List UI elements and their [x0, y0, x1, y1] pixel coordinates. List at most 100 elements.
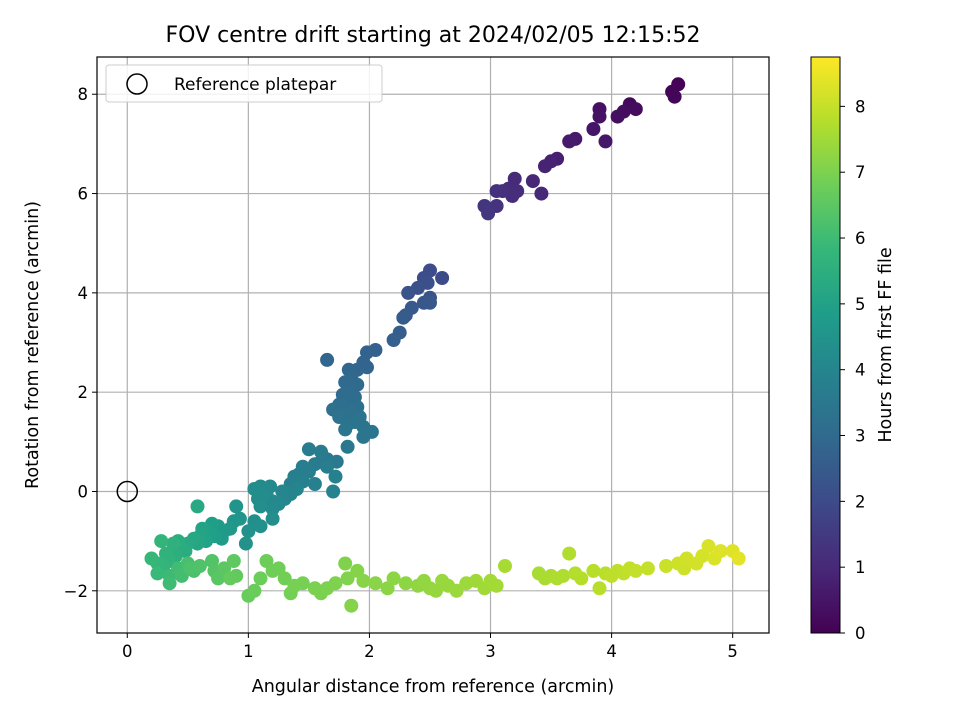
data-point — [386, 571, 401, 586]
data-point — [229, 499, 244, 514]
data-point — [326, 484, 341, 499]
data-point — [265, 501, 280, 516]
data-point — [328, 469, 343, 484]
data-point — [192, 559, 207, 573]
colorbar-tick-label: 7 — [855, 163, 866, 182]
data-point — [144, 551, 159, 566]
data-point — [586, 122, 601, 136]
y-tick-label: −2 — [64, 582, 88, 601]
data-point — [301, 442, 316, 457]
y-tick-label: 4 — [78, 284, 89, 303]
data-point — [449, 583, 464, 598]
data-point — [398, 576, 413, 591]
reference-point — [116, 480, 139, 503]
data-point — [265, 511, 280, 526]
data-point — [338, 556, 353, 571]
x-axis-ticks: 0 1 2 3 4 5 — [122, 633, 738, 661]
data-point — [277, 571, 292, 586]
data-point — [162, 576, 177, 591]
chart-title: FOV centre drift starting at 2024/02/05 … — [166, 23, 701, 48]
data-point — [340, 571, 355, 586]
data-point — [241, 524, 256, 539]
data-point — [328, 576, 343, 591]
data-point — [338, 375, 353, 390]
colorbar-frame — [810, 56, 841, 634]
data-point — [489, 184, 504, 199]
data-point — [190, 499, 205, 514]
legend-marker-icon — [126, 73, 148, 95]
data-point — [628, 563, 643, 578]
colorbar-tick-label: 2 — [855, 492, 866, 511]
data-point — [628, 102, 643, 117]
data-point — [731, 551, 746, 566]
x-tick-label: 5 — [727, 642, 738, 661]
data-point — [538, 159, 552, 174]
data-point — [586, 563, 601, 578]
data-point — [435, 271, 450, 285]
x-tick-label: 2 — [364, 642, 375, 661]
x-tick-label: 4 — [606, 642, 617, 661]
data-point — [350, 563, 365, 578]
y-tick-label: 2 — [78, 383, 89, 402]
data-point — [498, 559, 512, 573]
data-point — [340, 439, 355, 454]
data-point — [659, 559, 674, 573]
data-point — [253, 571, 268, 586]
data-point — [238, 536, 253, 551]
data-point — [556, 568, 571, 583]
y-tick-label: 0 — [78, 482, 89, 501]
colorbar — [811, 57, 840, 633]
data-point — [356, 429, 371, 444]
data-point — [338, 422, 353, 437]
data-point — [295, 576, 310, 591]
legend-box — [105, 64, 383, 103]
data-point — [247, 583, 262, 598]
x-axis-label: Angular distance from reference (arcmin) — [252, 677, 615, 697]
data-point — [574, 571, 589, 586]
x-tick-label: 0 — [122, 642, 133, 661]
data-point — [423, 295, 437, 310]
data-point — [592, 581, 607, 596]
data-point — [667, 89, 682, 104]
colorbar-tick-label: 5 — [855, 295, 866, 314]
data-point — [562, 134, 577, 149]
data-point — [525, 174, 540, 189]
legend: Reference platepar — [105, 64, 383, 103]
data-point — [226, 554, 241, 568]
reference-marker — [116, 480, 139, 503]
colorbar-tick-label: 6 — [855, 229, 866, 248]
data-point — [150, 566, 165, 581]
data-point — [356, 573, 371, 588]
data-point — [396, 310, 411, 325]
data-point — [640, 561, 655, 576]
colorbar-tick-label: 0 — [855, 624, 866, 643]
data-point — [592, 109, 607, 124]
colorbar-label: Hours from first FF file — [876, 247, 896, 442]
colorbar-tick-label: 1 — [855, 558, 866, 577]
data-point — [610, 109, 625, 124]
data-point — [598, 134, 613, 149]
y-axis-ticks: −2 0 2 4 6 8 — [64, 85, 97, 601]
legend-label: Reference platepar — [174, 75, 336, 95]
y-axis-label: Rotation from reference (arcmin) — [23, 201, 43, 489]
y-tick-label: 6 — [78, 185, 89, 204]
data-point — [307, 477, 322, 491]
data-point — [562, 546, 577, 561]
data-point — [386, 333, 401, 347]
colorbar-tick-label: 8 — [855, 97, 866, 116]
data-point — [344, 598, 359, 613]
data-point — [223, 571, 238, 586]
colorbar-tick-label: 4 — [855, 361, 866, 380]
data-point — [217, 561, 232, 576]
data-point — [253, 519, 268, 534]
colorbar-tick-label: 3 — [855, 427, 866, 446]
data-point — [166, 536, 181, 551]
y-tick-label: 8 — [78, 85, 89, 104]
x-tick-label: 3 — [485, 642, 496, 661]
data-point — [368, 576, 383, 591]
data-point — [713, 544, 728, 559]
plot-frame — [96, 56, 770, 634]
data-point — [401, 285, 416, 300]
data-point — [271, 561, 286, 576]
